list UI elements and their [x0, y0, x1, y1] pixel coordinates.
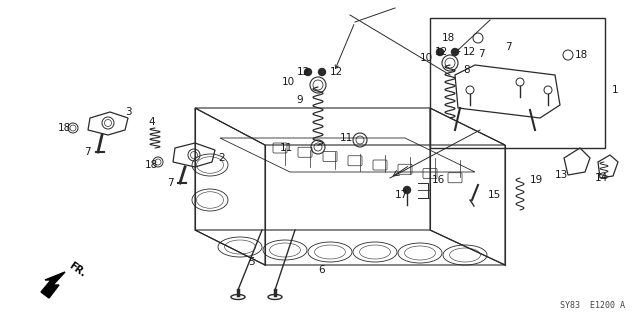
Text: 18: 18	[58, 123, 71, 133]
Text: 12: 12	[297, 67, 310, 77]
Text: 3: 3	[125, 107, 132, 117]
Text: 18: 18	[575, 50, 588, 60]
Text: 15: 15	[488, 190, 501, 200]
Text: 7: 7	[505, 42, 512, 52]
Text: 11: 11	[340, 133, 354, 143]
Text: 18: 18	[442, 33, 455, 43]
Text: SY83  E1200 A: SY83 E1200 A	[560, 301, 625, 310]
Text: 2: 2	[218, 153, 225, 163]
Text: 16: 16	[432, 175, 445, 185]
Text: 18: 18	[145, 160, 158, 170]
Text: 12: 12	[330, 67, 343, 77]
Bar	[430, 18, 605, 148]
Text: 14: 14	[595, 173, 608, 183]
Circle shape	[304, 68, 311, 76]
Text: 4: 4	[148, 117, 155, 127]
Text: 17: 17	[395, 190, 408, 200]
Text: 8: 8	[463, 65, 469, 75]
Text: 13: 13	[555, 170, 568, 180]
Circle shape	[318, 68, 326, 76]
Text: 19: 19	[530, 175, 543, 185]
Circle shape	[403, 187, 410, 194]
Text: 6: 6	[318, 265, 325, 275]
Text: 12: 12	[435, 47, 448, 57]
Circle shape	[436, 49, 443, 55]
Text: 1: 1	[612, 85, 619, 95]
Text: 10: 10	[420, 53, 433, 63]
Text: 12: 12	[463, 47, 476, 57]
Text: 7: 7	[478, 49, 484, 59]
Text: 7: 7	[84, 147, 90, 157]
Polygon shape	[41, 272, 65, 298]
Text: FR.: FR.	[67, 261, 87, 279]
Text: 11: 11	[280, 143, 293, 153]
Text: 7: 7	[167, 178, 174, 188]
Text: 10: 10	[282, 77, 295, 87]
Circle shape	[452, 49, 459, 55]
Text: 5: 5	[248, 257, 255, 267]
Text: 9: 9	[296, 95, 303, 105]
